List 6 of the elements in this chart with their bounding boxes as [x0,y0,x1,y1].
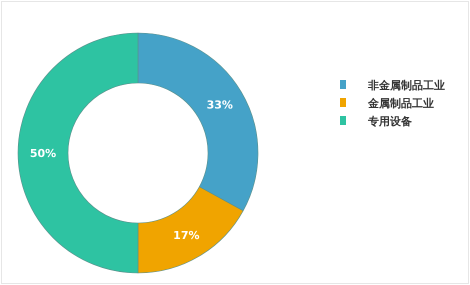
legend-label: 金属制品工业 [367,97,434,110]
data-label: 33% [206,98,233,112]
data-label: 17% [173,228,200,242]
legend-label: 非金属制品工业 [367,79,445,92]
legend-label: 专用设备 [367,115,412,128]
data-label: 50% [30,147,56,160]
